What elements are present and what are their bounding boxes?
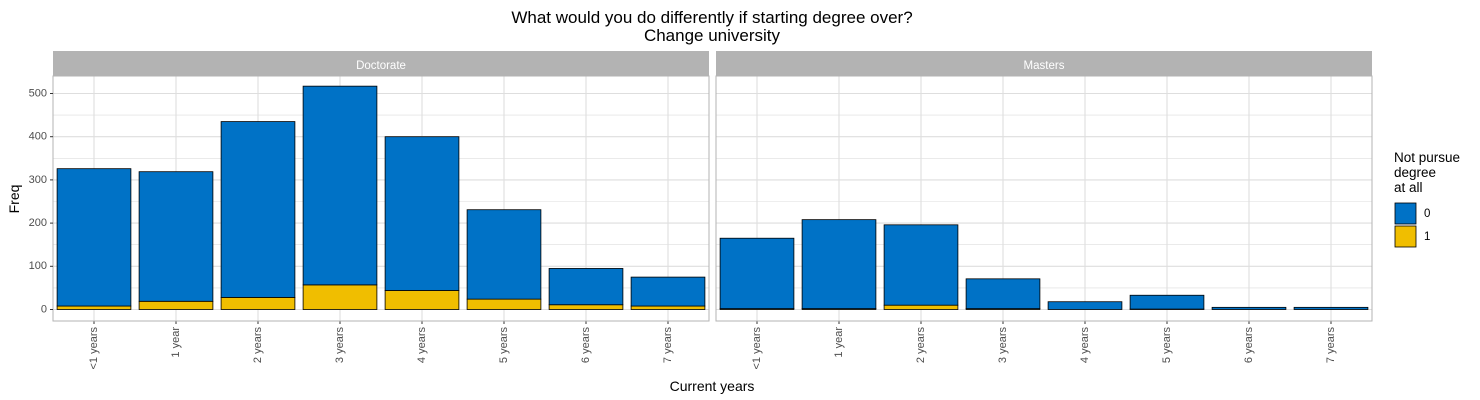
bar-masters-series-0 bbox=[1211, 306, 1287, 310]
x-tick-label: 3 years bbox=[334, 327, 346, 364]
bar-doctorate-series-0 bbox=[138, 171, 214, 302]
x-axis-title: Current years bbox=[670, 378, 755, 394]
bar-doctorate-series-1 bbox=[466, 298, 542, 310]
facet-strip-label: Doctorate bbox=[356, 60, 406, 72]
x-tick-label: <1 years bbox=[751, 327, 763, 370]
legend-title-line: Not pursue bbox=[1394, 150, 1460, 165]
bar-doctorate-series-1 bbox=[630, 305, 706, 310]
y-tick-label: 200 bbox=[29, 217, 47, 229]
x-tick-label: 4 years bbox=[416, 327, 428, 364]
bar-doctorate-series-0 bbox=[302, 85, 378, 286]
x-tick-label: 6 years bbox=[580, 327, 592, 364]
bar-masters-series-1 bbox=[883, 304, 959, 310]
x-tick-label: 7 years bbox=[1325, 327, 1337, 364]
legend-key-0 bbox=[1394, 202, 1417, 225]
panel-border bbox=[52, 75, 710, 322]
facet-strip bbox=[53, 51, 709, 76]
bar-doctorate-series-0 bbox=[548, 268, 624, 306]
y-axis-title: Freq bbox=[6, 185, 22, 214]
panel-border bbox=[715, 75, 1373, 322]
x-tick-label: 5 years bbox=[498, 327, 510, 364]
facet-panel-doctorate: Doctorate <1 years 1 year 2 years 3 years 4 y… bbox=[52, 51, 710, 370]
bar-masters-series-0 bbox=[1293, 306, 1369, 310]
y-tick-label: 500 bbox=[29, 87, 47, 99]
bar-masters-series-0 bbox=[801, 219, 877, 310]
y-tick-label: 100 bbox=[29, 260, 47, 272]
bar-masters-series-0 bbox=[1129, 294, 1205, 310]
x-tick-label: 1 year bbox=[833, 327, 845, 358]
bar-doctorate-series-1 bbox=[548, 304, 624, 310]
x-tick-label: 7 years bbox=[662, 327, 674, 364]
y-tick-label: 300 bbox=[29, 174, 47, 186]
bar-masters-series-0 bbox=[883, 224, 959, 306]
legend-key-1 bbox=[1394, 225, 1417, 248]
legend-title-line: at all bbox=[1394, 180, 1423, 195]
facet-strip bbox=[716, 51, 1372, 76]
bar-doctorate-series-0 bbox=[466, 209, 542, 300]
x-tick-label: 5 years bbox=[1161, 327, 1173, 364]
bar-doctorate-series-1 bbox=[384, 290, 460, 310]
chart-subtitle: Change university bbox=[644, 26, 781, 45]
y-tick-label: 400 bbox=[29, 131, 47, 143]
bar-masters-series-0 bbox=[1047, 301, 1123, 310]
bar-masters-series-0 bbox=[965, 278, 1041, 310]
x-tick-label: 1 year bbox=[170, 327, 182, 358]
bar-doctorate-series-1 bbox=[138, 300, 214, 310]
x-tick-label: 4 years bbox=[1079, 327, 1091, 364]
bar-doctorate-series-1 bbox=[220, 297, 296, 310]
bar-masters-series-0 bbox=[719, 237, 795, 310]
bar-doctorate-series-0 bbox=[630, 276, 706, 307]
bar-doctorate-series-0 bbox=[384, 136, 460, 291]
chart-title: What would you do differently if startin… bbox=[511, 8, 912, 27]
legend-label-1: 1 bbox=[1424, 231, 1430, 243]
facet-strip-label: Masters bbox=[1024, 60, 1065, 72]
x-tick-label: <1 years bbox=[88, 327, 100, 370]
y-tick-label: 0 bbox=[41, 303, 47, 315]
x-tick-label: 6 years bbox=[1243, 327, 1255, 364]
x-tick-label: 2 years bbox=[915, 327, 927, 364]
x-tick-label: 2 years bbox=[252, 327, 264, 364]
bar-doctorate-series-0 bbox=[56, 168, 132, 307]
bar-doctorate-series-1 bbox=[302, 284, 378, 310]
bar-doctorate-series-0 bbox=[220, 121, 296, 298]
facet-panel-masters: Masters <1 years 1 year 2 years 3 years 4 yea… bbox=[715, 51, 1373, 370]
bar-doctorate-series-1 bbox=[56, 305, 132, 310]
x-tick-label: 3 years bbox=[997, 327, 1009, 364]
legend-label-0: 0 bbox=[1424, 208, 1430, 220]
legend-title-line: degree bbox=[1394, 165, 1436, 180]
